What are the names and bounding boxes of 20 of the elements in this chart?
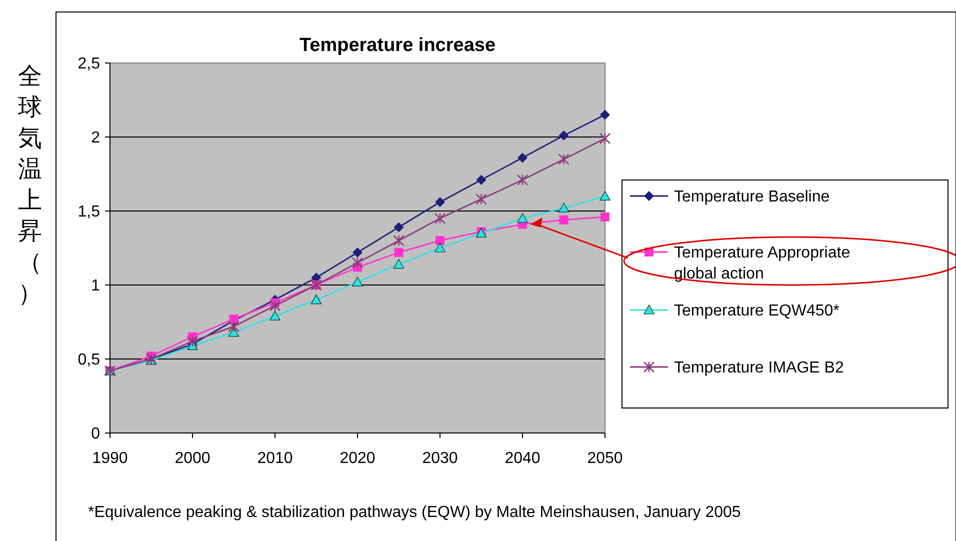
y-tick-label: 0,5 [78, 352, 100, 369]
x-tick-label: 2030 [422, 450, 458, 467]
legend-label: Temperature IMAGE B2 [674, 360, 844, 377]
x-tick-label: 1990 [92, 450, 128, 467]
y-axis-title: 全球気温上昇（） [18, 62, 42, 307]
legend-label: Temperature EQW450* [674, 302, 840, 320]
legend-label: Temperature Baseline [674, 188, 830, 206]
legend-label: Temperature Appropriate global action [674, 244, 850, 282]
x-tick-label: 2040 [504, 450, 540, 467]
y-tick-label: 1 [91, 278, 100, 295]
y-tick-label: 2 [91, 130, 100, 147]
x-tick-label: 2020 [340, 450, 376, 467]
text: *Equivalence peaking & stabilization pathways (EQW) by Malte Meinshausen, January 2005 [88, 504, 741, 521]
x-tick-label: 2000 [174, 450, 210, 467]
y-tick-label: 2,5 [78, 56, 100, 73]
y-tick-label: 0 [91, 426, 100, 443]
chart-title: Temperature increase [299, 35, 496, 56]
x-tick-label: 2050 [587, 450, 623, 467]
x-tick-label: 2010 [257, 450, 293, 467]
y-tick-label: 1,5 [78, 204, 100, 221]
